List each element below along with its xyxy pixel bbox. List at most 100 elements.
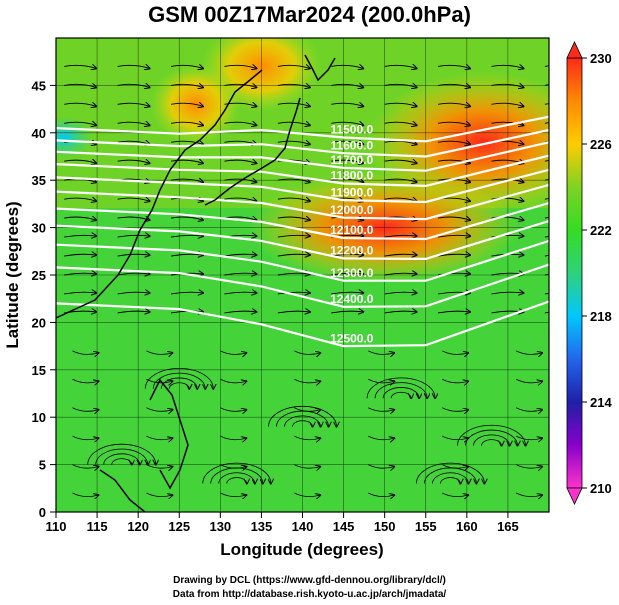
streamline xyxy=(544,273,549,276)
streamline xyxy=(170,160,203,163)
streamline xyxy=(491,122,523,125)
streamline xyxy=(544,160,549,162)
streamline xyxy=(437,141,470,144)
streamline xyxy=(146,407,172,412)
streamline xyxy=(294,464,320,469)
streamline xyxy=(374,382,427,399)
streamline xyxy=(277,65,310,68)
x-axis-title: Longitude (degrees) xyxy=(220,540,383,559)
streamline xyxy=(384,160,417,163)
streamline xyxy=(277,198,310,201)
streamline xyxy=(515,464,542,469)
streamline xyxy=(384,254,417,256)
streamline xyxy=(224,292,256,294)
contour-label: 12400.0 xyxy=(330,292,374,306)
streamline xyxy=(117,273,150,275)
streamline xyxy=(220,492,246,497)
streamline xyxy=(224,179,256,182)
streamline xyxy=(368,464,394,469)
streamline xyxy=(170,84,203,87)
streamline xyxy=(384,198,417,201)
contour-label: 12100.0 xyxy=(330,223,374,237)
coastline xyxy=(304,54,336,82)
streamline xyxy=(442,435,468,440)
streamline xyxy=(384,103,417,106)
streamline xyxy=(146,435,172,440)
streamline xyxy=(442,350,468,355)
streamline xyxy=(331,311,363,313)
y-tick-label: 0 xyxy=(39,505,46,520)
credit-drawing: Drawing by DCL (https://www.gfd-dennou.o… xyxy=(173,575,446,586)
x-tick-label: 160 xyxy=(456,519,478,534)
streamline xyxy=(384,179,417,182)
streamline xyxy=(224,198,256,201)
streamline xyxy=(544,311,549,314)
height-contour xyxy=(56,219,549,261)
streamline xyxy=(544,179,549,181)
streamline xyxy=(117,254,150,256)
streamline xyxy=(515,492,542,497)
x-tick-label: 120 xyxy=(127,519,149,534)
x-tick-label: 110 xyxy=(46,519,67,534)
height-contour xyxy=(56,239,549,282)
streamline xyxy=(331,141,363,144)
streamline xyxy=(64,292,96,294)
streamline xyxy=(368,350,394,355)
colorbar-tick-label: 222 xyxy=(590,223,612,238)
contour-label: 12000.0 xyxy=(330,203,374,217)
y-tick-label: 20 xyxy=(32,315,46,330)
streamline xyxy=(64,65,96,68)
streamline xyxy=(117,311,150,313)
cold-region xyxy=(56,115,95,160)
streamline xyxy=(224,254,256,256)
contour-label: 11700.0 xyxy=(330,153,373,167)
streamline xyxy=(277,235,310,237)
x-tick-label: 155 xyxy=(415,519,437,534)
streamline xyxy=(170,122,203,125)
streamline xyxy=(515,435,542,440)
streamline xyxy=(384,122,417,125)
streamline xyxy=(64,198,96,201)
streamline xyxy=(437,160,470,163)
streamline xyxy=(384,141,417,144)
streamline xyxy=(368,435,394,440)
streamline xyxy=(117,292,150,294)
streamline xyxy=(544,103,549,105)
streamline xyxy=(384,235,417,237)
streamline xyxy=(442,464,468,469)
streamline xyxy=(224,273,256,275)
streamline xyxy=(224,160,256,163)
streamline xyxy=(544,217,549,219)
streamline xyxy=(331,65,363,68)
streamline xyxy=(277,311,310,313)
streamline xyxy=(544,84,549,86)
streamline xyxy=(491,103,523,106)
contour-label: 12500.0 xyxy=(330,331,374,345)
y-tick-label: 25 xyxy=(32,268,46,283)
height-contour xyxy=(56,300,549,348)
y-tick-label: 30 xyxy=(32,221,46,236)
colorbar: 230 226 222 218 214 210 xyxy=(566,41,612,505)
contour-label: 12200.0 xyxy=(330,244,374,258)
colorbar-bottom-arrow xyxy=(566,487,583,505)
coastline xyxy=(56,69,263,319)
streamline xyxy=(366,377,435,398)
x-tick-label: 115 xyxy=(87,519,108,534)
streamline xyxy=(146,464,172,469)
streamline xyxy=(294,435,320,440)
streamline xyxy=(170,141,203,144)
streamline xyxy=(331,179,363,182)
colorbar-tick-label: 226 xyxy=(590,137,612,152)
colorbar-gradient xyxy=(566,57,583,489)
streamline xyxy=(146,350,172,355)
streamline xyxy=(424,467,476,484)
x-tick-label: 130 xyxy=(209,519,231,534)
streamline xyxy=(277,103,310,106)
streamline xyxy=(277,254,310,256)
streamline xyxy=(224,311,256,313)
streamline xyxy=(384,273,417,275)
streamline xyxy=(491,179,523,182)
streamline xyxy=(72,407,98,412)
coastline xyxy=(149,378,189,490)
